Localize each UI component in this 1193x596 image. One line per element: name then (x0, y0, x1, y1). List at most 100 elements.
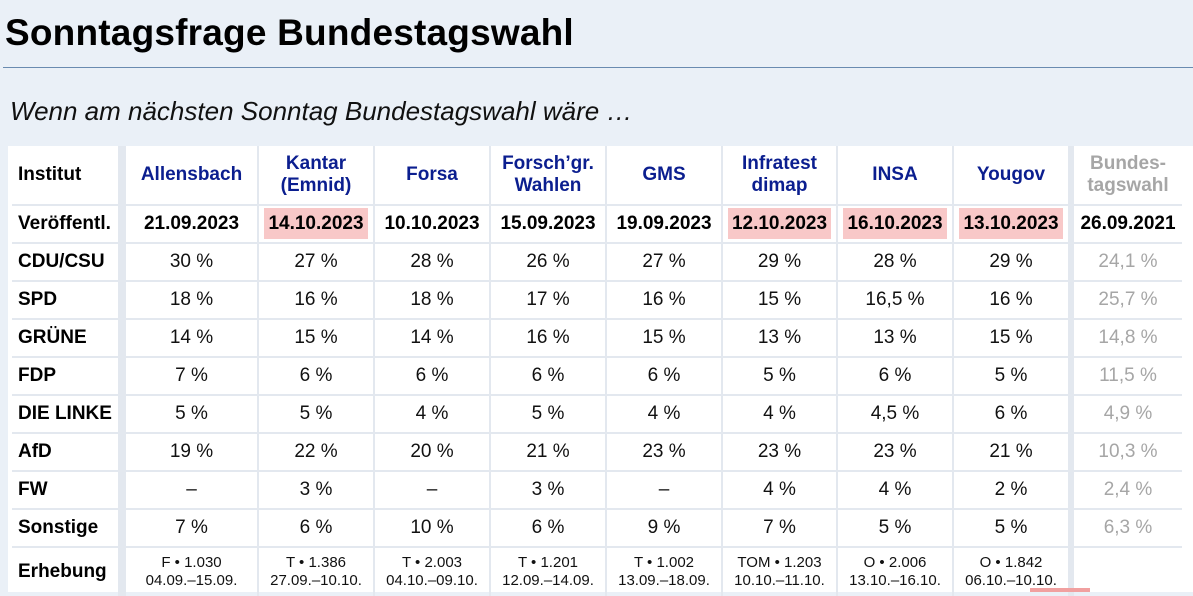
survey-empty-cell (1068, 548, 1182, 596)
institute-link[interactable]: INSA (836, 146, 952, 206)
poll-value: 22 % (257, 434, 373, 472)
poll-value: 2 % (952, 472, 1068, 510)
poll-value: – (605, 472, 721, 510)
election-result: 10,3 % (1068, 434, 1182, 472)
poll-value: 14 % (124, 320, 257, 358)
published-date-text: 12.10.2023 (727, 208, 832, 239)
poll-value: 4,5 % (836, 396, 952, 434)
poll-value: 6 % (489, 358, 605, 396)
poll-value: 13 % (721, 320, 836, 358)
row-label-erhebung: Erhebung (12, 548, 124, 596)
party-row: FDP 7 % 6 % 6 % 6 % 6 % 5 % 6 % 5 % 11,5 % (12, 358, 1182, 396)
poll-value: – (373, 472, 489, 510)
poll-value: 6 % (489, 510, 605, 548)
poll-value: 7 % (721, 510, 836, 548)
party-name: FW (12, 472, 124, 510)
election-date: 26.09.2021 (1068, 206, 1182, 244)
institute-link[interactable]: Forsa (373, 146, 489, 206)
poll-value: 16 % (952, 282, 1068, 320)
poll-value: 7 % (124, 510, 257, 548)
poll-table-panel: Institut Allensbach Kantar (Emnid) Forsa For… (8, 146, 1193, 596)
title-divider (3, 67, 1193, 68)
poll-value: 6 % (373, 358, 489, 396)
survey-method: T • 1.002 (633, 554, 694, 571)
party-row: AfD 19 % 22 % 20 % 21 % 23 % 23 % 23 % 21 % 10,3 … (12, 434, 1182, 472)
poll-value: 30 % (124, 244, 257, 282)
party-row: GRÜNE 14 % 15 % 14 % 16 % 15 % 13 % 13 % 15 % 14,… (12, 320, 1182, 358)
row-label-institut: Institut (12, 146, 124, 206)
poll-value: 14 % (373, 320, 489, 358)
poll-value: 5 % (952, 358, 1068, 396)
poll-value: 7 % (124, 358, 257, 396)
published-date-text: 16.10.2023 (843, 208, 947, 239)
survey-info: O • 2.006 13.10.–16.10. (836, 548, 952, 596)
poll-value: 6 % (257, 358, 373, 396)
poll-value: 4 % (721, 472, 836, 510)
party-row: CDU/CSU 30 % 27 % 28 % 26 % 27 % 29 % 28 % 29 % 2… (12, 244, 1182, 282)
poll-value: 6 % (952, 396, 1068, 434)
survey-row: Erhebung F • 1.030 04.09.–15.09. T • 1.386 2… (12, 548, 1182, 596)
survey-period: 27.09.–10.10. (270, 572, 362, 589)
poll-value: 18 % (124, 282, 257, 320)
survey-method: T • 1.201 (517, 554, 578, 571)
poll-value: 16 % (605, 282, 721, 320)
published-date: 16.10.2023 (836, 206, 952, 244)
election-result: 14,8 % (1068, 320, 1182, 358)
poll-value: 5 % (721, 358, 836, 396)
survey-info: T • 1.201 12.09.–14.09. (489, 548, 605, 596)
poll-value: 23 % (836, 434, 952, 472)
poll-value: 21 % (952, 434, 1068, 472)
page-title: Sonntagsfrage Bundestagswahl (5, 12, 574, 53)
party-name: AfD (12, 434, 124, 472)
poll-value: 13 % (836, 320, 952, 358)
election-result: 4,9 % (1068, 396, 1182, 434)
poll-value: 16 % (489, 320, 605, 358)
election-header[interactable]: Bundes-tagswahl (1068, 146, 1182, 206)
poll-value: 4 % (721, 396, 836, 434)
published-date-text: 14.10.2023 (264, 208, 368, 239)
poll-value: 16,5 % (836, 282, 952, 320)
institute-link[interactable]: Forsch’gr. Wahlen (489, 146, 605, 206)
poll-value: 15 % (257, 320, 373, 358)
election-result: 11,5 % (1068, 358, 1182, 396)
institute-link[interactable]: Infratest dimap (721, 146, 836, 206)
survey-method: F • 1.030 (161, 554, 222, 571)
party-name: SPD (12, 282, 124, 320)
party-row: DIE LINKE 5 % 5 % 4 % 5 % 4 % 4 % 4,5 % 6 % 4,9 % (12, 396, 1182, 434)
election-result: 25,7 % (1068, 282, 1182, 320)
poll-value: 4 % (373, 396, 489, 434)
poll-value: 16 % (257, 282, 373, 320)
party-name: FDP (12, 358, 124, 396)
poll-value: 28 % (836, 244, 952, 282)
poll-value: 10 % (373, 510, 489, 548)
party-name: GRÜNE (12, 320, 124, 358)
poll-value: 6 % (257, 510, 373, 548)
poll-value: 5 % (257, 396, 373, 434)
poll-table: Institut Allensbach Kantar (Emnid) Forsa For… (12, 146, 1182, 596)
poll-value: 9 % (605, 510, 721, 548)
poll-value: 17 % (489, 282, 605, 320)
survey-period: 04.10.–09.10. (386, 572, 478, 589)
poll-value: 29 % (721, 244, 836, 282)
institute-link[interactable]: Yougov (952, 146, 1068, 206)
published-date-text: 15.09.2023 (500, 213, 596, 234)
poll-value: 28 % (373, 244, 489, 282)
institute-link[interactable]: Allensbach (124, 146, 257, 206)
poll-value: 26 % (489, 244, 605, 282)
institute-link[interactable]: GMS (605, 146, 721, 206)
institute-link[interactable]: Kantar (Emnid) (257, 146, 373, 206)
survey-method: O • 2.006 (863, 554, 927, 571)
poll-value: 4 % (605, 396, 721, 434)
published-date: 21.09.2023 (124, 206, 257, 244)
published-date-text: 10.10.2023 (384, 213, 480, 234)
poll-value: 19 % (124, 434, 257, 472)
poll-value: 15 % (605, 320, 721, 358)
published-date: 15.09.2023 (489, 206, 605, 244)
survey-info: T • 1.386 27.09.–10.10. (257, 548, 373, 596)
survey-period: 13.09.–18.09. (618, 572, 710, 589)
published-date-text: 13.10.2023 (959, 208, 1063, 239)
poll-value: 5 % (836, 510, 952, 548)
survey-period: 12.09.–14.09. (502, 572, 594, 589)
poll-value: 3 % (257, 472, 373, 510)
survey-info: O • 1.842 06.10.–10.10. (952, 548, 1068, 596)
